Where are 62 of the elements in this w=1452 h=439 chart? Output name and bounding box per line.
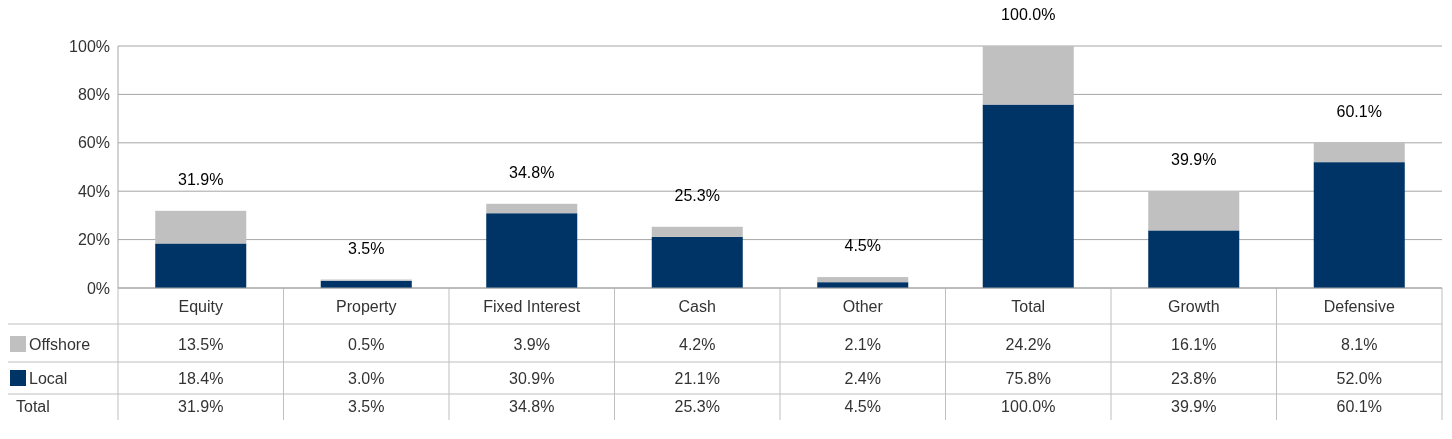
data-label: 52.0% <box>1336 369 1382 387</box>
data-label: 4.2% <box>679 335 716 353</box>
total-label: 34.8% <box>509 163 555 181</box>
total-label: 60.1% <box>1336 102 1382 120</box>
bar <box>817 277 909 283</box>
x-tick-label: Other <box>842 297 884 315</box>
total-label: 39.9% <box>1171 151 1217 169</box>
text: 100.0% <box>1001 397 1056 415</box>
data-label: 24.2% <box>1005 335 1051 353</box>
text: 60.1% <box>1336 397 1382 415</box>
legend-label: Offshore <box>29 335 91 353</box>
text: 31.9% <box>178 397 224 415</box>
x-tick-label: Cash <box>678 297 716 315</box>
bar <box>651 226 743 237</box>
y-tick-label: 80% <box>77 86 110 103</box>
data-label: 13.5% <box>178 335 224 353</box>
bar <box>1313 162 1405 288</box>
data-label: 75.8% <box>1005 369 1051 387</box>
total-label: 100.0% <box>1001 6 1056 23</box>
text: 34.8% <box>509 397 555 415</box>
text: 25.3% <box>674 397 720 415</box>
text: 4.5% <box>844 397 881 415</box>
total-label: 31.9% <box>178 170 224 188</box>
bar <box>486 203 578 214</box>
bar <box>486 213 578 288</box>
x-tick-label: Equity <box>178 297 223 315</box>
legend-label: Local <box>29 369 68 387</box>
total-label: 25.3% <box>674 186 720 204</box>
x-tick-label: Total <box>1011 297 1046 315</box>
data-label: 2.1% <box>844 335 881 353</box>
data-label: 30.9% <box>509 369 555 387</box>
data-label: 8.1% <box>1341 335 1378 353</box>
total-label: 3.5% <box>348 239 385 257</box>
x-tick-label: Growth <box>1167 297 1220 315</box>
y-tick-label: 0% <box>86 279 110 297</box>
data-label: 23.8% <box>1171 369 1217 387</box>
data-label: 3.0% <box>348 369 385 387</box>
bar <box>155 243 247 288</box>
y-tick-label: 100% <box>69 37 110 55</box>
y-tick-label: 20% <box>77 231 110 249</box>
data-label: 16.1% <box>1171 335 1217 353</box>
bar <box>651 236 743 288</box>
bar <box>1148 230 1240 288</box>
x-tick-label: Defensive <box>1323 297 1395 315</box>
data-label: 0.5% <box>348 335 385 353</box>
bar <box>1148 191 1240 231</box>
data-label: 3.9% <box>513 335 550 353</box>
text: 39.9% <box>1171 397 1217 415</box>
y-tick-label: 60% <box>77 134 110 152</box>
x-tick-label: Fixed Interest <box>483 297 581 315</box>
bar <box>982 46 1074 105</box>
bar <box>155 210 247 244</box>
data-label: 21.1% <box>674 369 720 387</box>
data-label: 18.4% <box>178 369 224 387</box>
x-tick-label: Property <box>336 297 397 315</box>
y-tick-label: 40% <box>77 182 110 200</box>
bar <box>982 104 1074 288</box>
total-label: 4.5% <box>844 237 881 255</box>
bar <box>1313 142 1405 163</box>
text: 3.5% <box>348 397 385 415</box>
text: Total <box>16 397 50 415</box>
data-label: 2.4% <box>844 369 881 387</box>
